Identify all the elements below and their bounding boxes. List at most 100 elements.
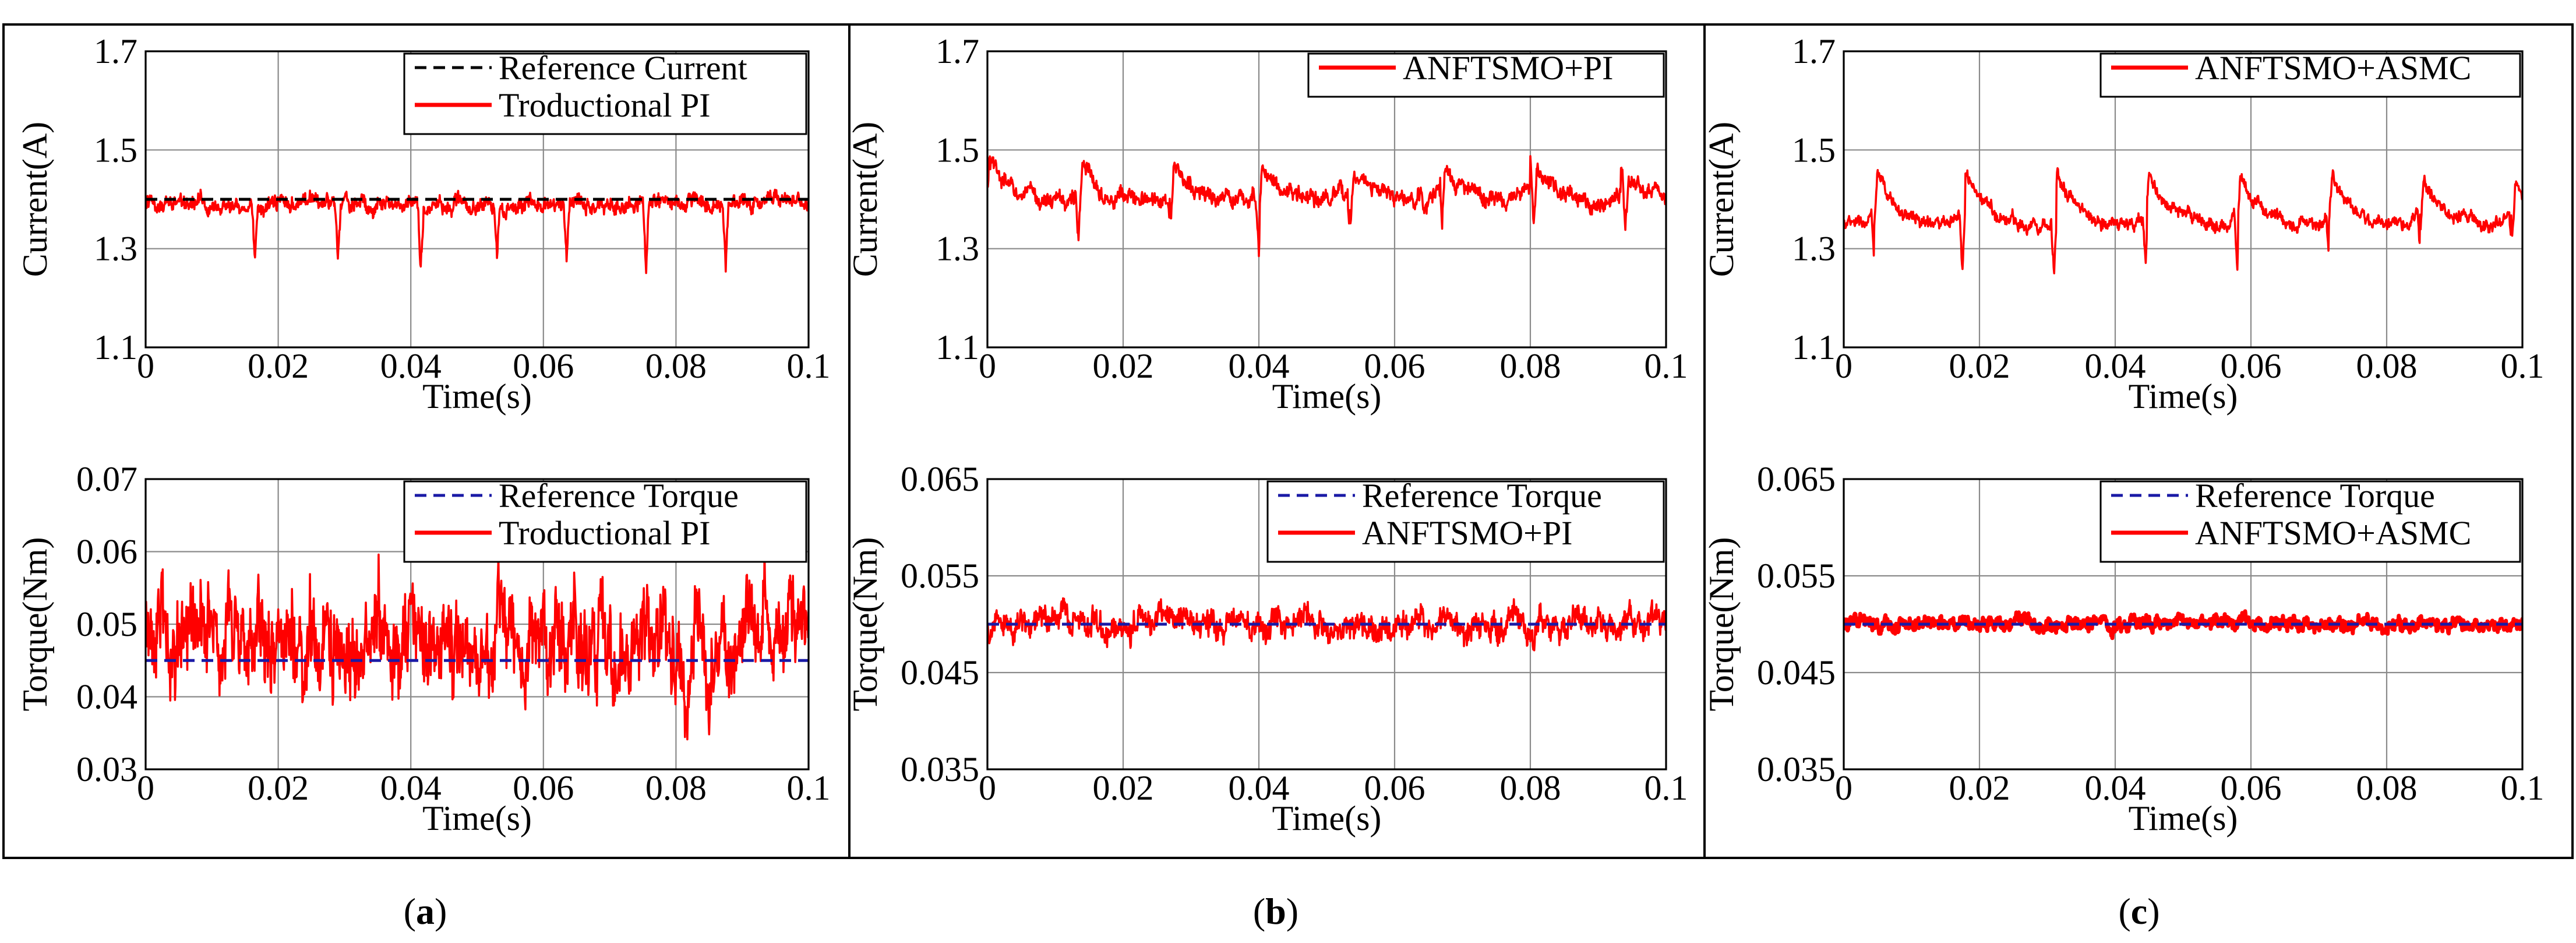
x-tick-label: 0.08 bbox=[645, 347, 707, 385]
x-tick-label: 0.06 bbox=[1364, 347, 1425, 385]
y-tick-label: 1.5 bbox=[936, 131, 979, 169]
y-tick-label: 0.06 bbox=[76, 533, 137, 571]
x-tick-label: 0.02 bbox=[1093, 769, 1154, 807]
x-tick-label: 0.06 bbox=[2221, 769, 2282, 807]
x-tick-label: 0.04 bbox=[1229, 769, 1290, 807]
panel-c-frame bbox=[1703, 23, 2574, 859]
chart-a-current: 0 0.02 0.04 0.06 0.08 0.1 1.1 1.3 1.5 1.7 Time(s) C… bbox=[16, 32, 831, 416]
y-tick-label: 1.5 bbox=[94, 131, 137, 169]
x-tick-label: 0.04 bbox=[380, 769, 442, 807]
axes-frame bbox=[1843, 50, 2524, 349]
y-tick-label: 0.03 bbox=[76, 750, 137, 789]
legend-label: Reference Torque bbox=[2195, 477, 2435, 515]
x-tick-label: 0.08 bbox=[645, 769, 707, 807]
y-tick-label: 0.07 bbox=[76, 460, 137, 498]
axes-frame bbox=[144, 50, 810, 349]
x-tick-label: 0.1 bbox=[787, 769, 831, 807]
y-tick-label: 1.3 bbox=[94, 230, 137, 268]
caption-a: (a) bbox=[404, 891, 447, 932]
x-tick-label: 0.02 bbox=[1093, 347, 1154, 385]
legend-label: ANFTSMO+PI bbox=[1403, 49, 1613, 87]
y-tick-label: 0.055 bbox=[1757, 557, 1836, 595]
x-tick-label: 0 bbox=[1835, 347, 1852, 385]
plot-area bbox=[1844, 609, 2522, 641]
plot-area bbox=[146, 188, 809, 275]
y-axis-label: Current(A) bbox=[16, 122, 54, 277]
x-tick-label: 0.1 bbox=[1645, 769, 1688, 807]
axes-frame bbox=[1843, 478, 2524, 770]
grid bbox=[987, 51, 1666, 347]
legend-box bbox=[2099, 52, 2521, 98]
y-tick-label: 1.7 bbox=[1792, 32, 1836, 71]
plot-area bbox=[987, 597, 1666, 652]
y-tick-label: 0.045 bbox=[1757, 653, 1836, 692]
x-tick-label: 0.06 bbox=[1364, 769, 1425, 807]
y-tick-label: 0.055 bbox=[901, 557, 979, 595]
x-tick-label: 0.1 bbox=[2501, 347, 2545, 385]
x-tick-label: 0.02 bbox=[248, 347, 309, 385]
x-tick-label: 0.08 bbox=[2356, 347, 2418, 385]
plot-area bbox=[146, 550, 809, 741]
y-tick-label: 1.5 bbox=[1792, 131, 1836, 169]
plot-area bbox=[1844, 167, 2522, 275]
legend-label: Reference Torque bbox=[499, 477, 739, 515]
y-tick-label: 0.04 bbox=[76, 678, 137, 716]
y-tick-label: 1.1 bbox=[936, 328, 979, 367]
x-tick-label: 0.04 bbox=[2085, 347, 2146, 385]
x-axis-label: Time(s) bbox=[2129, 377, 2238, 416]
x-tick-label: 0 bbox=[1835, 769, 1852, 807]
x-tick-label: 0.08 bbox=[1500, 769, 1561, 807]
plot-layer: 0 0.02 0.04 0.06 0.08 0.1 1.1 1.3 1.5 1.7 Time(s) C… bbox=[16, 32, 2545, 838]
y-tick-label: 0.065 bbox=[901, 460, 979, 498]
legend-label: Reference Current bbox=[499, 49, 747, 87]
x-tick-label: 0.06 bbox=[2221, 347, 2282, 385]
y-tick-label: 1.7 bbox=[936, 32, 979, 71]
x-tick-label: 0.08 bbox=[2356, 769, 2418, 807]
x-tick-label: 0 bbox=[137, 769, 154, 807]
x-tick-label: 0.08 bbox=[1500, 347, 1561, 385]
x-tick-label: 0.1 bbox=[2501, 769, 2545, 807]
x-axis-label: Time(s) bbox=[1272, 377, 1382, 416]
legend: ANFTSMO+PI bbox=[1307, 49, 1665, 98]
x-tick-label: 0.04 bbox=[380, 347, 442, 385]
x-tick-label: 0.02 bbox=[1949, 769, 2010, 807]
legend-label: ANFTSMO+ASMC bbox=[2195, 514, 2471, 552]
y-tick-label: 1.3 bbox=[936, 230, 979, 268]
legend-label: ANFTSMO+ASMC bbox=[2195, 49, 2471, 87]
y-tick-label: 0.035 bbox=[1757, 750, 1836, 789]
y-tick-label: 1.7 bbox=[94, 32, 137, 71]
chart-c-torque: 0 0.02 0.04 0.06 0.08 0.1 0.035 0.045 0.055 0.065… bbox=[1702, 460, 2545, 838]
chart-c-current: 0 0.02 0.04 0.06 0.08 0.1 1.1 1.3 1.5 1.7 Time(s) C… bbox=[1702, 32, 2545, 416]
axes-frame bbox=[144, 478, 810, 770]
series-line-measured bbox=[146, 550, 809, 741]
x-tick-label: 0 bbox=[979, 769, 996, 807]
legend-label: Reference Torque bbox=[1362, 477, 1602, 515]
x-tick-label: 0.04 bbox=[2085, 769, 2146, 807]
caption-b: (b) bbox=[1253, 891, 1298, 932]
y-tick-label: 0.045 bbox=[901, 653, 979, 692]
series-line-measured bbox=[987, 597, 1666, 652]
x-tick-label: 0.02 bbox=[1949, 347, 2010, 385]
y-tick-label: 1.1 bbox=[1792, 328, 1836, 367]
y-axis-label: Torque(Nm) bbox=[1702, 537, 1741, 711]
captions: (a) (b) (c) bbox=[404, 891, 2160, 932]
x-axis-label: Time(s) bbox=[422, 377, 532, 416]
y-axis-label: Current(A) bbox=[846, 122, 884, 277]
series-line-measured bbox=[146, 188, 809, 275]
legend-label: ANFTSMO+PI bbox=[1362, 514, 1572, 552]
y-tick-label: 0.065 bbox=[1757, 460, 1836, 498]
axes-frame bbox=[986, 478, 1667, 770]
chart-b-torque: 0 0.02 0.04 0.06 0.08 0.1 0.035 0.045 0.055 0.065… bbox=[846, 460, 1688, 838]
y-axis-label: Torque(Nm) bbox=[846, 537, 884, 711]
x-axis-label: Time(s) bbox=[422, 799, 532, 838]
legend-box bbox=[1307, 52, 1665, 98]
x-tick-label: 0.04 bbox=[1229, 347, 1290, 385]
y-tick-label: 0.035 bbox=[901, 750, 979, 789]
x-tick-label: 0 bbox=[137, 347, 154, 385]
y-tick-label: 1.1 bbox=[94, 328, 137, 367]
x-tick-label: 0.1 bbox=[1645, 347, 1688, 385]
